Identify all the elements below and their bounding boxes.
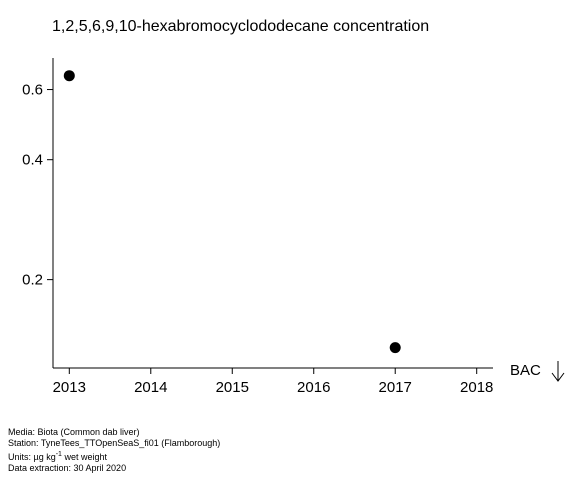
data-point	[389, 342, 401, 354]
data-point	[63, 70, 75, 82]
x-tick-label: 2013	[53, 379, 86, 396]
y-tick-label: 0.4	[22, 152, 43, 169]
bac-label: BAC	[510, 362, 541, 379]
y-tick-label: 0.2	[22, 272, 43, 289]
media-label: Media: Biota (Common dab liver)	[8, 427, 140, 437]
units-prefix: Units: µg kg	[8, 452, 56, 462]
y-axis-ticks: 0.2 0.4 0.6	[22, 82, 53, 289]
annotations: BAC	[510, 361, 565, 382]
x-tick-label: 2014	[134, 379, 167, 396]
x-axis-ticks: 2013 2014 2015 2016 2017 2018	[53, 368, 493, 396]
data-points	[63, 70, 401, 354]
x-tick-label: 2018	[460, 379, 493, 396]
units-superscript: -1	[55, 451, 62, 458]
x-tick-label: 2015	[216, 379, 249, 396]
x-tick-label: 2016	[297, 379, 330, 396]
axes	[52, 58, 493, 369]
chart-metadata: Media: Biota (Common dab liver) Station:…	[8, 427, 220, 474]
bac-arrow-head	[551, 372, 565, 382]
units-label: Units: µg kg-1 wet weight	[8, 449, 220, 463]
y-tick-label: 0.6	[22, 82, 43, 99]
station-label: Station: TyneTees_TTOpenSeaS_fi01 (Flamb…	[8, 438, 221, 448]
units-suffix: wet weight	[61, 452, 107, 462]
extraction-label: Data extraction: 30 April 2020	[8, 463, 127, 473]
x-tick-label: 2017	[379, 379, 412, 396]
chart-title: 1,2,5,6,9,10-hexabromocyclododecane conc…	[52, 18, 430, 35]
